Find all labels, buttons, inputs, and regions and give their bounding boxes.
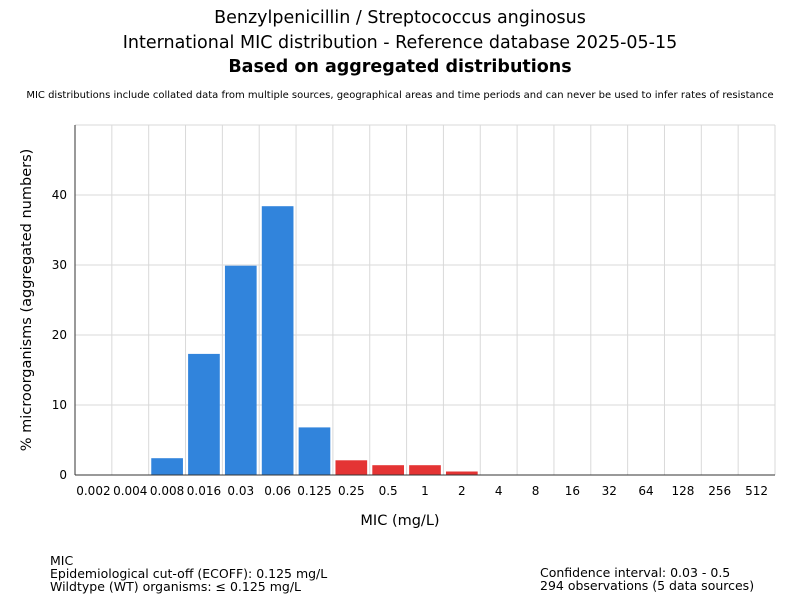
bar-0.5 — [372, 465, 404, 475]
chart-title-line-2: International MIC distribution - Referen… — [122, 33, 678, 53]
mic-bar-chart: 0 10 20 30 40 0.002 0.004 0.008 0.016 0.03 0.06 0.1… — [19, 124, 776, 529]
chart-subtitle: MIC distributions include collated data … — [26, 90, 774, 101]
y-tick-label: 40 — [52, 188, 67, 202]
x-tick-label: 4 — [495, 484, 503, 498]
footer-mic-label: MIC — [50, 553, 74, 568]
bar-0.008 — [151, 458, 183, 475]
x-tick-label: 256 — [708, 484, 731, 498]
bars — [151, 206, 478, 475]
axes: 0 10 20 30 40 0.002 0.004 0.008 0.016 0.03 0.06 0.1… — [52, 125, 775, 498]
bar-0.016 — [188, 353, 220, 475]
x-tick-label: 128 — [671, 484, 694, 498]
y-tick-label: 10 — [52, 398, 67, 412]
x-tick-label: 8 — [532, 484, 540, 498]
bar-0.03 — [224, 265, 257, 475]
bar-0.25 — [335, 460, 368, 475]
chart-title-line-1: Benzylpenicillin / Streptococcus anginos… — [214, 8, 586, 28]
x-tick-label: 32 — [602, 484, 617, 498]
x-tick-label: 0.03 — [227, 484, 254, 498]
x-tick-label: 0.5 — [379, 484, 398, 498]
x-tick-label: 1 — [421, 484, 429, 498]
bar-0.125 — [298, 427, 331, 475]
y-tick-label: 20 — [52, 328, 67, 342]
footer-observations: 294 observations (5 data sources) — [540, 578, 755, 593]
bar-0.06 — [261, 206, 294, 475]
footer-left: MIC Epidemiological cut-off (ECOFF): 0.1… — [50, 554, 327, 593]
x-tick-label: 0.016 — [187, 484, 221, 498]
y-tick-label: 30 — [52, 258, 67, 272]
grid — [74, 124, 776, 476]
x-tick-label: 0.125 — [297, 484, 331, 498]
bar-2 — [446, 471, 478, 475]
x-tick-label: 0.004 — [113, 484, 147, 498]
x-tick-label: 16 — [565, 484, 580, 498]
chart-title-line-3: Based on aggregated distributions — [228, 57, 572, 77]
x-tick-label: 0.06 — [264, 484, 291, 498]
y-axis-label: % microorganisms (aggregated numbers) — [19, 149, 35, 452]
footer-right: Confidence interval: 0.03 - 0.5 294 obse… — [540, 566, 754, 592]
x-tick-label: 0.25 — [338, 484, 365, 498]
x-tick-label: 64 — [638, 484, 653, 498]
x-tick-label: 512 — [745, 484, 768, 498]
footer-confidence-interval: Confidence interval: 0.03 - 0.5 — [540, 565, 731, 580]
footer-wildtype: Wildtype (WT) organisms: ≤ 0.125 mg/L — [50, 579, 302, 594]
x-axis-label: MIC (mg/L) — [360, 513, 439, 529]
x-tick-label: 0.008 — [150, 484, 184, 498]
bar-1 — [409, 465, 441, 475]
x-tick-label: 0.002 — [76, 484, 110, 498]
footer-ecoff: Epidemiological cut-off (ECOFF): 0.125 m… — [50, 566, 328, 581]
y-tick-label: 0 — [59, 468, 67, 482]
x-tick-label: 2 — [458, 484, 466, 498]
